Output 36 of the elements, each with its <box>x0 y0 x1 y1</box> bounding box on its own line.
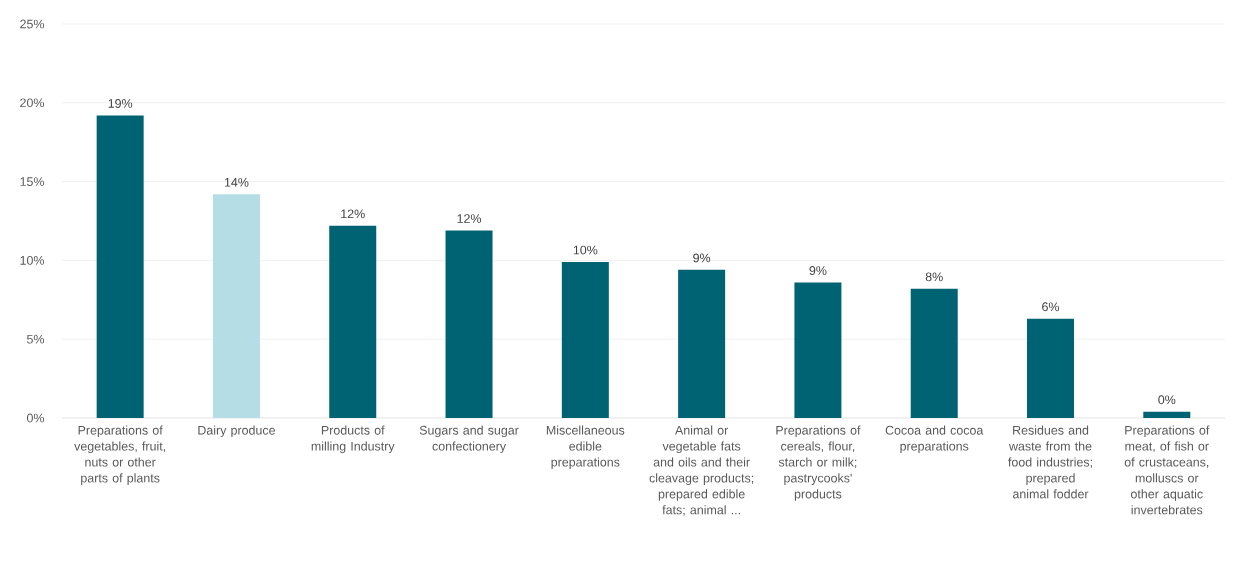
bar <box>445 230 493 418</box>
bar <box>212 194 260 418</box>
data-label: 19% <box>108 99 133 108</box>
bar <box>1143 411 1191 418</box>
y-tick-label: 10% <box>20 255 45 265</box>
bar <box>561 261 609 418</box>
data-label: 6% <box>1042 302 1060 312</box>
x-tick-label: Preparations of cereals, flour, starch or milk; pastrycooks' products <box>776 425 861 501</box>
bar <box>1027 318 1075 418</box>
bar <box>96 115 144 418</box>
data-label: 14% <box>224 177 249 187</box>
y-tick-label: 5% <box>26 334 45 344</box>
x-tick-label: Residues and waste from the food industries; prepared animal fodder <box>1008 425 1092 499</box>
x-tick-label: Products of milling Industry <box>311 425 395 454</box>
data-label: 12% <box>457 214 482 223</box>
x-tick-label: Animal or vegetable fats and oils and their cleavage products; prepared edible fats; animal ... <box>649 425 754 516</box>
bar <box>678 269 726 418</box>
x-tick-label: Miscellaneous edible preparations <box>546 425 625 469</box>
x-tick-label: Cocoa and cocoa preparations <box>885 425 984 454</box>
y-tick-label: 25% <box>20 19 45 29</box>
data-label: 9% <box>809 266 827 275</box>
x-tick-label: Preparations of meat, of fish or of crustaceans, molluscs or other aquatic invertebrates <box>1124 425 1210 515</box>
data-label: 12% <box>341 209 365 219</box>
bar <box>794 282 842 418</box>
y-tick-label: 20% <box>20 98 45 108</box>
y-tick-label: 15% <box>20 177 45 186</box>
y-tick-label: 0% <box>26 413 45 423</box>
x-tick-label: Preparations of vegetables, fruit, nuts or other parts of plants <box>74 425 166 485</box>
x-tick-label: Sugars and sugar confectionery <box>419 425 519 454</box>
x-tick-label: Dairy produce <box>198 425 275 438</box>
data-label: 9% <box>693 253 711 263</box>
data-label: 10% <box>573 245 598 255</box>
data-label: 8% <box>925 272 943 282</box>
bar <box>910 288 958 418</box>
data-label: 0% <box>1158 395 1176 405</box>
bar <box>329 225 377 418</box>
